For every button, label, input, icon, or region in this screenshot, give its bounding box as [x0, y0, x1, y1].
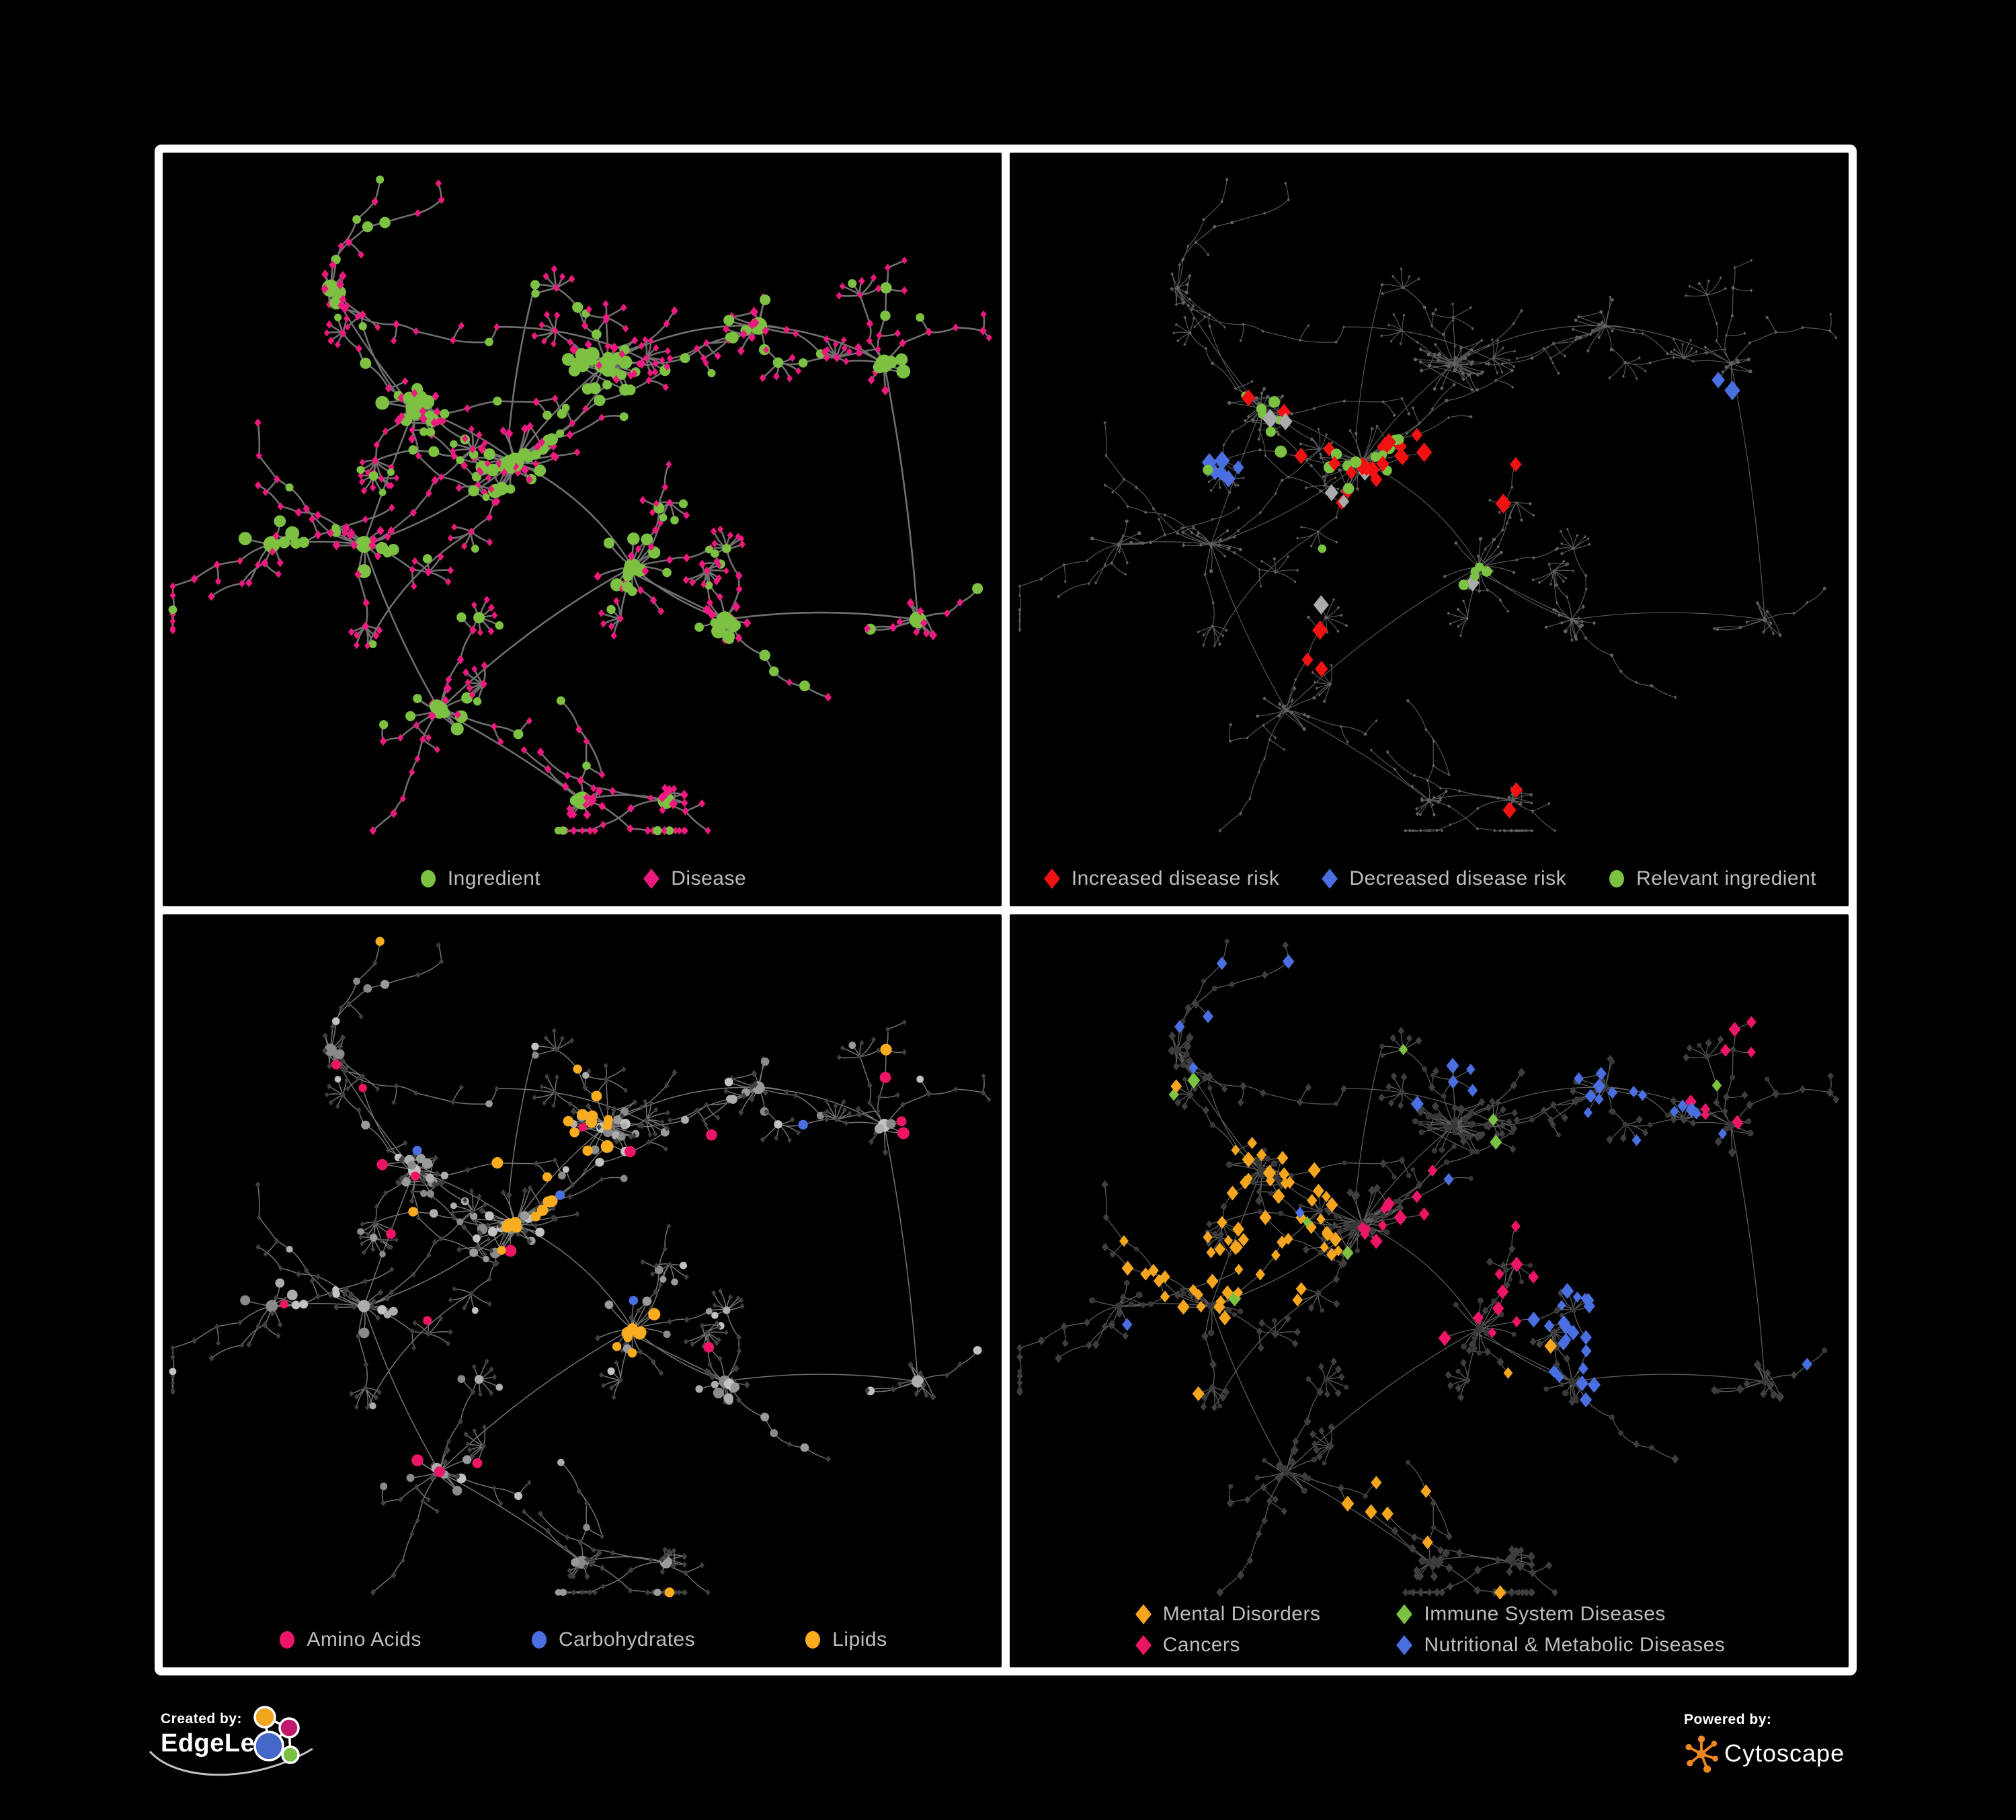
legend-label: Ingredient — [447, 867, 541, 889]
legend-item-increased-disease-risk: Increased disease risk — [1042, 867, 1279, 890]
legend-item-relevant-ingredient: Relevant ingredient — [1607, 867, 1816, 890]
diamond-swatch — [1396, 1635, 1413, 1655]
powered-by-label: Powered by: — [1684, 1712, 1772, 1727]
circle-swatch — [805, 1631, 821, 1649]
legend-label: Decreased disease risk — [1349, 867, 1567, 889]
circle-swatch — [1609, 869, 1625, 887]
legend-item-amino-acids: Amino Acids — [277, 1628, 421, 1651]
network-ingredient-disease — [168, 175, 992, 836]
edgeleap-logo — [253, 1706, 300, 1764]
legend-label: Cancers — [1162, 1634, 1240, 1656]
diamond-swatch — [1135, 1635, 1152, 1655]
created-by-label: Created by: — [161, 1711, 243, 1727]
edgeleap-node-magenta — [278, 1717, 300, 1739]
legend-label: Increased disease risk — [1071, 867, 1280, 889]
legend-item-immune-system-diseases: Immune System Diseases — [1394, 1603, 1725, 1626]
legend-label: Disease — [671, 867, 747, 889]
legend-disease-classes: Mental Disorders Immune System Diseases Ca… — [1010, 1603, 1849, 1657]
legend-label: Lipids — [832, 1628, 887, 1651]
legend-disease-risk: Increased disease risk Decreased disease … — [1010, 867, 1849, 890]
legend-item-lipids: Lipids — [803, 1628, 887, 1651]
edgeleap-credit: Created by: EdgeLeap — [149, 1706, 510, 1798]
diamond-swatch — [1322, 868, 1338, 889]
legend-item-ingredient: Ingredient — [418, 867, 540, 890]
network-disease-classes — [1016, 939, 1839, 1599]
circle-swatch — [420, 869, 436, 887]
panel-disease-classes: Mental Disorders Immune System Diseases Ca… — [1010, 914, 1849, 1667]
network-disease-risk — [1018, 178, 1838, 833]
cytoscape-wordmark: Cytoscape — [1724, 1739, 1845, 1767]
legend-label: Nutritional & Metabolic Diseases — [1424, 1634, 1726, 1656]
cytoscape-logo — [1685, 1735, 1718, 1773]
circle-swatch — [280, 1631, 295, 1649]
legend-label: Amino Acids — [307, 1628, 421, 1651]
cytoscape-credit: Powered by: — [1684, 1712, 1886, 1774]
network-ingredient-classes — [169, 936, 992, 1597]
edgeleap-node-orange — [253, 1706, 276, 1729]
edgeleap-node-green — [281, 1745, 300, 1764]
legend-item-cancers: Cancers — [1133, 1634, 1321, 1657]
legend-label: Carbohydrates — [558, 1628, 696, 1651]
legend-ingredient-classes: Amino Acids Carbohydrates Lipids — [163, 1628, 1002, 1651]
legend-item-nutritional-metabolic-diseases: Nutritional & Metabolic Diseases — [1394, 1634, 1725, 1657]
legend-item-carbohydrates: Carbohydrates — [529, 1628, 695, 1651]
panel-disease-risk: Increased disease risk Decreased disease … — [1010, 153, 1849, 906]
edgeleap-node-blue — [253, 1731, 284, 1762]
legend-label: Mental Disorders — [1162, 1603, 1321, 1625]
legend-label: Immune System Diseases — [1424, 1603, 1666, 1625]
panel-ingredient-disease: Ingredient Disease — [163, 153, 1002, 906]
legend-ingredient-disease: Ingredient Disease — [163, 867, 1002, 890]
panel-grid: Ingredient Disease Increased disease risk… — [155, 145, 1857, 1675]
legend-item-mental-disorders: Mental Disorders — [1133, 1603, 1321, 1626]
diamond-swatch — [1043, 868, 1060, 889]
diamond-swatch — [643, 868, 660, 889]
diamond-swatch — [1396, 1604, 1413, 1624]
legend-label: Relevant ingredient — [1636, 867, 1817, 889]
panel-ingredient-classes: Amino Acids Carbohydrates Lipids — [163, 914, 1002, 1667]
legend-item-decreased-disease-risk: Decreased disease risk — [1320, 867, 1566, 890]
circle-swatch — [531, 1631, 547, 1649]
diamond-swatch — [1135, 1604, 1152, 1624]
legend-item-disease: Disease — [641, 867, 746, 890]
